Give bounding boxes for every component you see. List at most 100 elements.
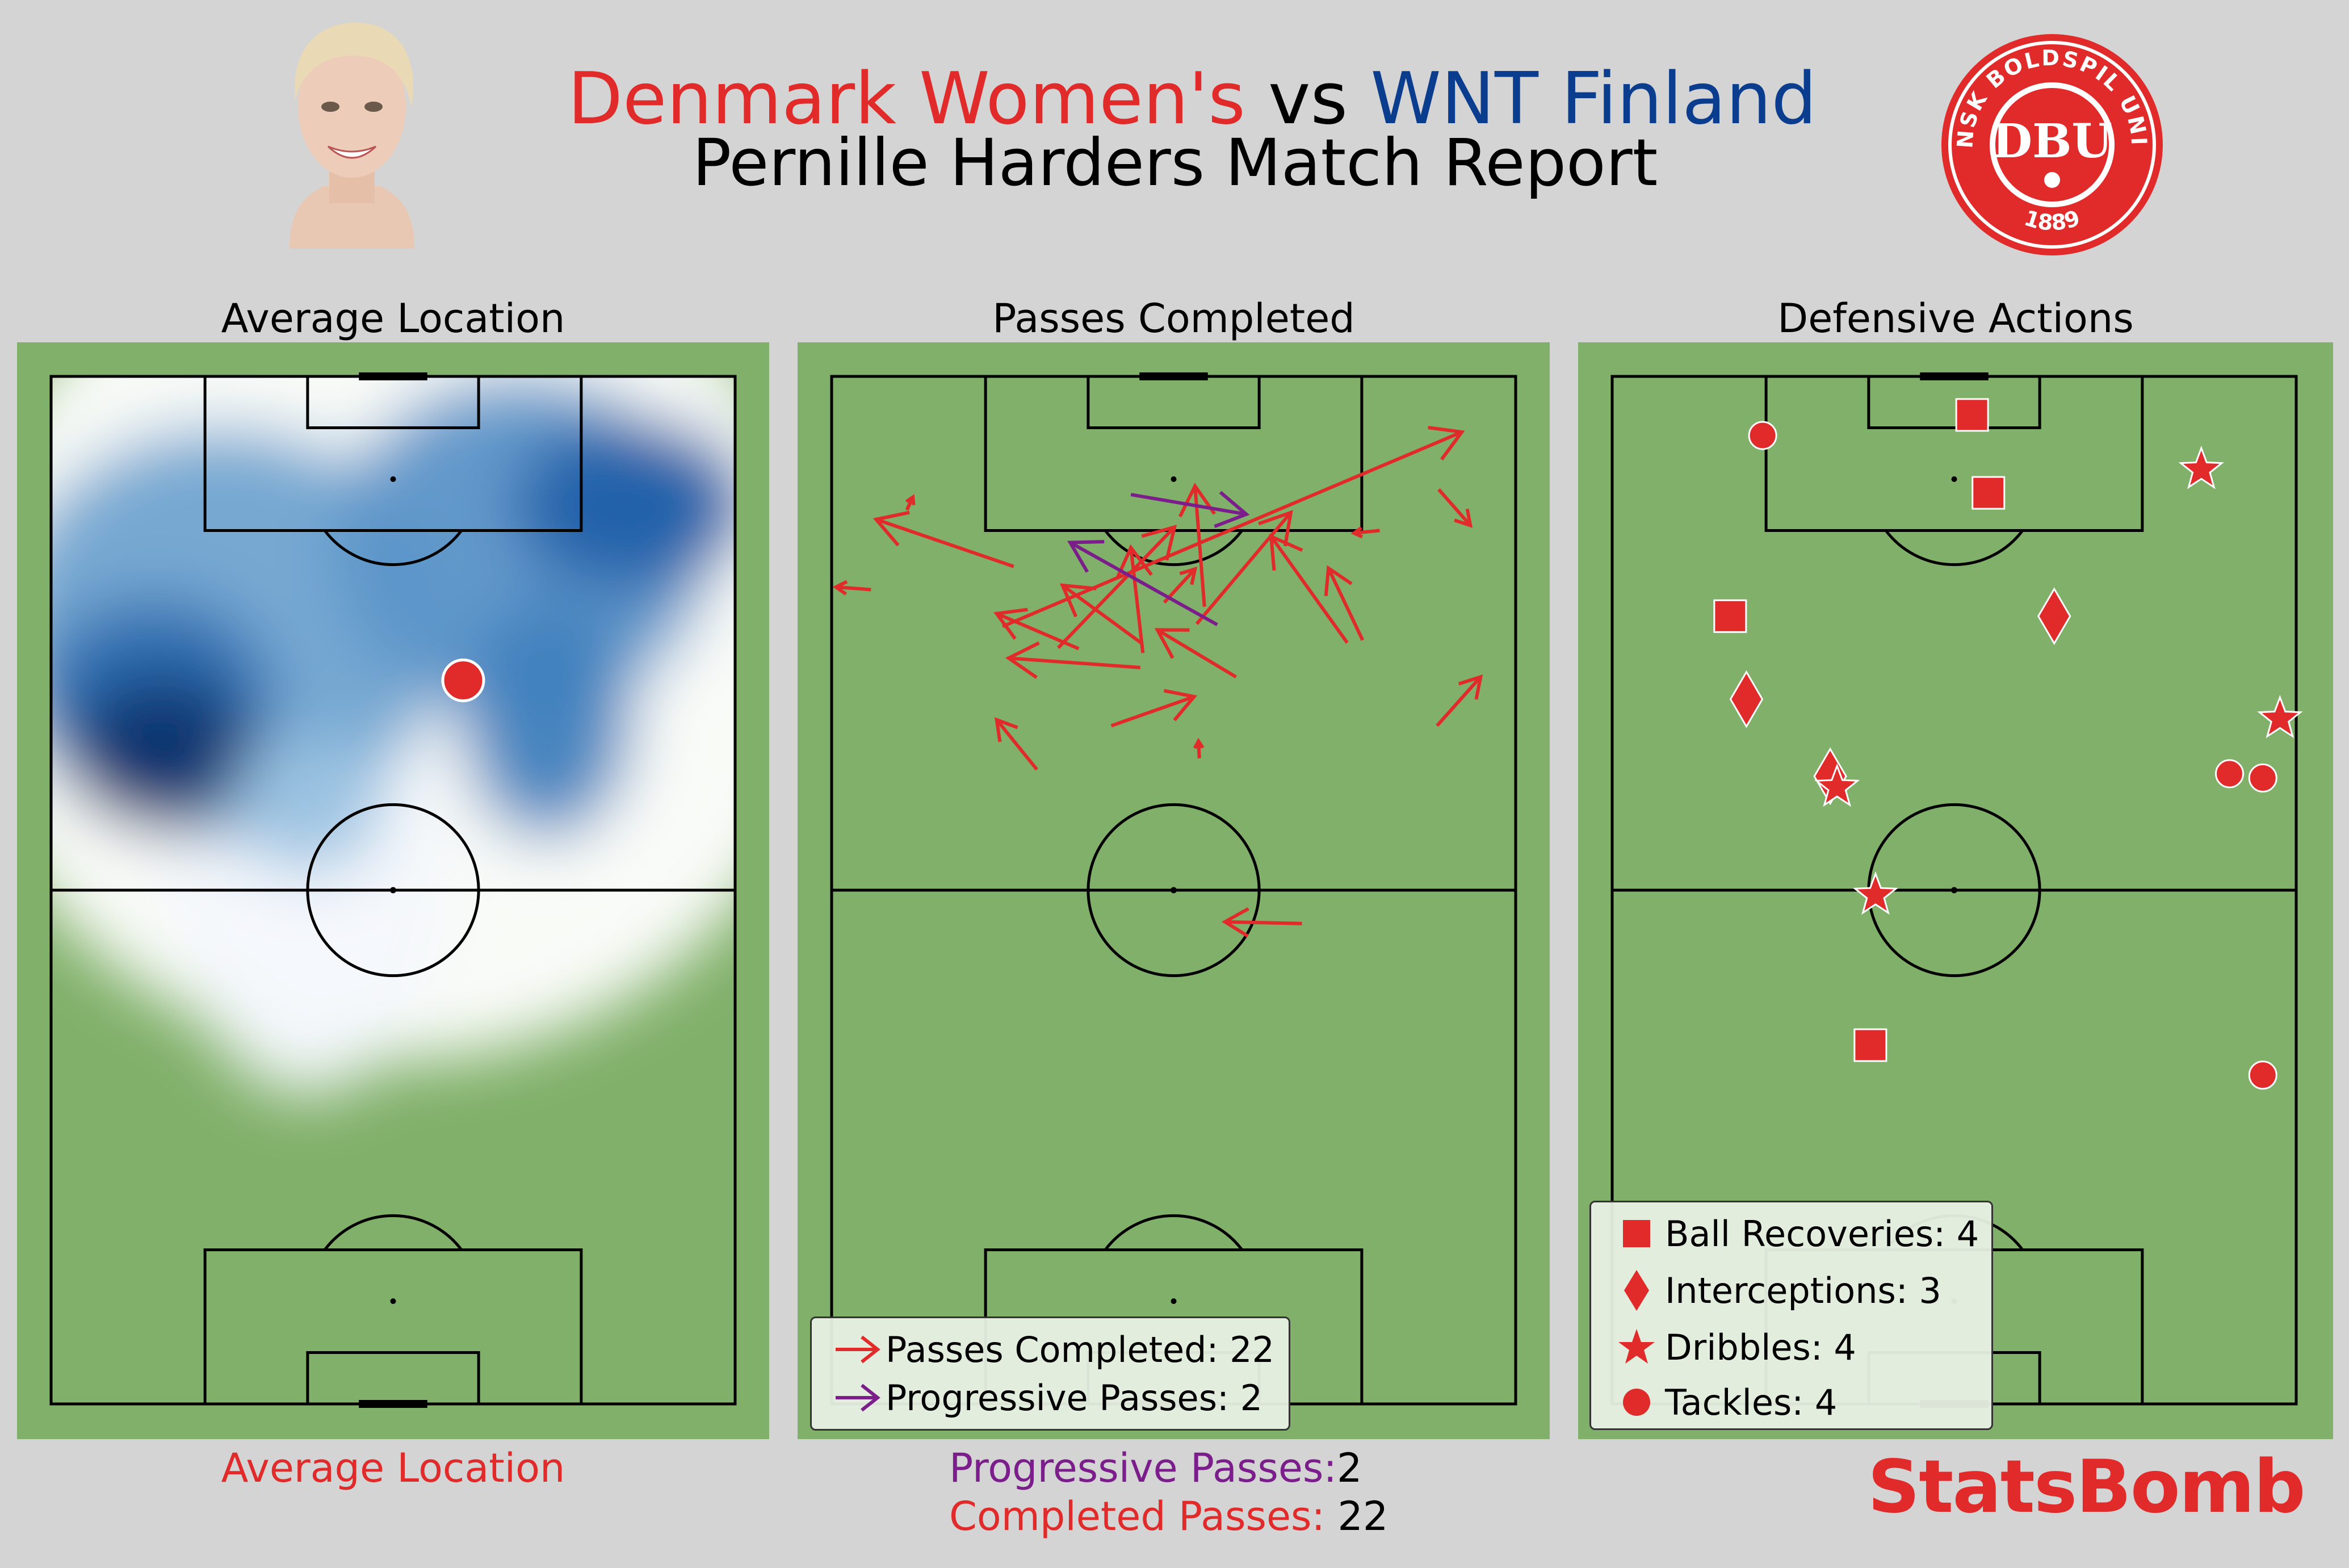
- penalty-arc-top: [1104, 529, 1243, 567]
- panel-title-defensive: Defensive Actions: [1777, 295, 2134, 342]
- defensive-actions-pitch: Ball Recoveries: 4 Interceptions: 3 Drib…: [1578, 342, 2333, 1439]
- footer-average-location: Average Location: [221, 1445, 565, 1491]
- home-team: Denmark Women's: [568, 57, 1245, 140]
- ball-recovery-marker: [1713, 599, 1747, 633]
- completed-pass-arrow: [1195, 510, 1293, 625]
- player-photo: [267, 16, 437, 249]
- penalty-box-top: [1764, 375, 2144, 532]
- svg-text:DBU: DBU: [1992, 114, 2112, 169]
- six-yard-box-bottom: [306, 1351, 480, 1406]
- star-marker-icon: [1608, 1324, 1665, 1370]
- pass-arrows: [832, 426, 1483, 938]
- footer-completed-value: 22: [1337, 1493, 1389, 1540]
- average-location-marker: [441, 658, 485, 702]
- tackle-marker: [2248, 1060, 2277, 1090]
- completed-pass-arrow: [873, 510, 1014, 568]
- progressive-pass-arrow: [1130, 490, 1250, 529]
- interception-marker: [2037, 587, 2071, 645]
- center-spot: [390, 887, 396, 894]
- penalty-arc-top: [1885, 529, 2024, 567]
- completed-pass-arrow: [1059, 583, 1143, 645]
- progressive-arrow-icon: [829, 1375, 886, 1420]
- penalty-spot-top: [1171, 476, 1177, 482]
- ball-recovery-marker: [1853, 1028, 1887, 1062]
- penalty-spot-top: [1951, 476, 1957, 482]
- footer-completed-label: Completed Passes:: [949, 1493, 1338, 1540]
- penalty-spot-top: [390, 476, 396, 482]
- footer-completed: Completed Passes: 22: [949, 1493, 1388, 1540]
- penalty-arc-bottom: [324, 1214, 463, 1251]
- dribble-marker: [2257, 695, 2303, 739]
- legend-dribbles: Dribbles: 4: [1665, 1326, 1856, 1368]
- six-yard-box-top: [1867, 375, 2041, 429]
- ball-recovery-marker: [1972, 476, 2006, 510]
- penalty-arc-top: [324, 529, 463, 567]
- legend-interceptions: Interceptions: 3: [1665, 1269, 1941, 1311]
- completed-pass-arrow: [1350, 526, 1380, 539]
- legend-ball-recoveries: Ball Recoveries: 4: [1665, 1213, 1979, 1255]
- tackle-marker: [2248, 763, 2277, 793]
- penalty-box-bottom: [203, 1248, 583, 1406]
- completed-pass-arrow: [1436, 674, 1483, 727]
- completed-pass-arrow: [905, 494, 916, 511]
- completed-pass-arrow: [1110, 689, 1198, 728]
- completed-arrow-icon: [829, 1327, 886, 1372]
- completed-pass-arrow: [1221, 907, 1302, 938]
- passes-legend: Passes Completed: 22 Progressive Passes:…: [810, 1317, 1290, 1431]
- dribble-marker: [2178, 446, 2225, 489]
- heat-blob: [68, 676, 257, 831]
- penalty-spot-bottom: [1171, 1298, 1177, 1304]
- panel-title-average-location: Average Location: [221, 295, 565, 342]
- square-marker-icon: [1608, 1211, 1665, 1256]
- center-spot: [1171, 887, 1177, 894]
- heat-blob: [230, 736, 385, 873]
- defensive-legend: Ball Recoveries: 4 Interceptions: 3 Drib…: [1589, 1201, 1993, 1430]
- completed-pass-arrow: [1324, 565, 1365, 641]
- penalty-spot-bottom: [390, 1298, 396, 1304]
- completed-pass-arrow: [1437, 488, 1473, 528]
- legend-tackles: Tackles: 4: [1665, 1381, 1838, 1423]
- dribble-marker: [1814, 763, 1860, 807]
- passes-pitch: Passes Completed: 22 Progressive Passes:…: [798, 342, 1550, 1439]
- center-circle: [1087, 803, 1261, 978]
- legend-passes-completed: Passes Completed: 22: [886, 1328, 1274, 1370]
- footer-progressive-label: Progressive Passes:: [949, 1445, 1337, 1491]
- average-location-pitch: [17, 342, 769, 1439]
- dribble-marker: [1852, 871, 1899, 915]
- interception-marker: [1729, 670, 1764, 728]
- footer-progressive-value: 2: [1336, 1445, 1362, 1491]
- match-title: Denmark Women's vs WNT Finland: [568, 57, 1817, 140]
- diamond-marker-icon: [1608, 1268, 1665, 1313]
- footer-progressive: Progressive Passes:2: [949, 1445, 1362, 1491]
- penalty-box-top: [984, 375, 1364, 532]
- heatmap: [51, 376, 735, 1096]
- heat-blob: [462, 599, 633, 839]
- ball-recovery-marker: [1955, 398, 1989, 432]
- report-subtitle: Pernille Harders Match Report: [692, 125, 1658, 200]
- completed-pass-arrow: [1002, 426, 1465, 628]
- legend-progressive-passes: Progressive Passes: 2: [886, 1377, 1263, 1419]
- defensive-markers: [1713, 398, 2303, 1090]
- circle-marker-icon: [1608, 1380, 1665, 1425]
- completed-pass-arrow: [1154, 628, 1237, 678]
- completed-pass-arrow: [1056, 525, 1177, 649]
- away-team: WNT Finland: [1370, 57, 1817, 140]
- completed-pass-arrow: [1269, 534, 1349, 644]
- penalty-arc-bottom: [1104, 1214, 1243, 1251]
- panel-title-passes: Passes Completed: [992, 295, 1355, 342]
- center-circle: [306, 803, 480, 978]
- progressive-pass-arrow: [1067, 540, 1218, 627]
- completed-pass-arrow: [1005, 641, 1140, 679]
- center-spot: [1951, 887, 1957, 894]
- vs-label: vs: [1268, 57, 1348, 140]
- tackle-marker: [1748, 421, 1777, 450]
- completed-pass-arrow: [832, 580, 871, 596]
- completed-pass-arrow: [1193, 737, 1205, 758]
- pitch-lines: [49, 372, 737, 1408]
- dbu-crest-logo: DANSK BOLDSPIL UNION 1889 DBU: [1928, 11, 2166, 258]
- six-yard-box-top: [1087, 375, 1261, 429]
- completed-pass-arrow: [994, 717, 1038, 771]
- statsbomb-logo: StatsBomb: [1868, 1445, 2306, 1529]
- tackle-marker: [2215, 759, 2245, 789]
- heat-blob: [513, 419, 735, 591]
